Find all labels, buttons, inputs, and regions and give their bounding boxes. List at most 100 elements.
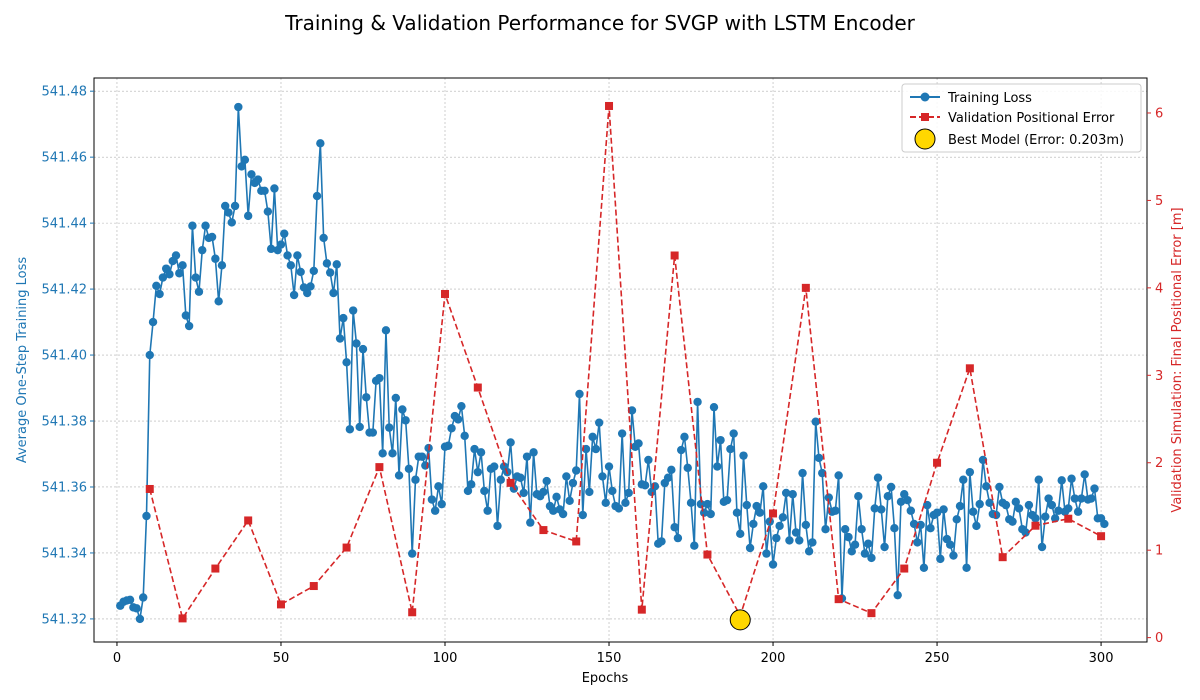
training-loss-point bbox=[463, 486, 473, 496]
training-loss-point bbox=[913, 538, 922, 547]
training-loss-point bbox=[854, 492, 863, 501]
training-loss-point bbox=[781, 488, 791, 498]
training-loss-point bbox=[1031, 514, 1040, 523]
training-loss-point bbox=[522, 452, 532, 461]
validation-error-point bbox=[309, 582, 318, 591]
training-loss-point bbox=[319, 233, 328, 243]
training-loss-point bbox=[936, 554, 945, 564]
validation-error-point bbox=[900, 564, 909, 573]
x-axis-label: Epochs bbox=[582, 671, 629, 686]
training-loss-point bbox=[624, 488, 633, 498]
validation-error-point bbox=[375, 463, 384, 472]
plot-frame bbox=[93, 77, 1148, 643]
legend-best-label: Best Model (Error: 0.203m) bbox=[948, 133, 1124, 148]
x-tick-label: 300 bbox=[1089, 651, 1114, 666]
validation-error-point bbox=[473, 383, 482, 392]
y-left-tick-label: 541.34 bbox=[42, 546, 88, 561]
training-loss-point bbox=[467, 480, 476, 489]
training-loss-point bbox=[762, 549, 771, 558]
training-loss-point bbox=[240, 155, 250, 164]
training-loss-point bbox=[470, 444, 479, 454]
training-loss-point bbox=[568, 478, 578, 488]
training-loss-point bbox=[680, 432, 689, 442]
legend-validation-marker bbox=[921, 113, 929, 121]
legend-training-label: Training Loss bbox=[947, 91, 1032, 106]
training-loss-point bbox=[995, 482, 1004, 492]
validation-error-point bbox=[637, 605, 646, 614]
training-loss-point bbox=[519, 488, 528, 498]
training-loss-point bbox=[634, 439, 643, 448]
training-loss-point bbox=[312, 191, 322, 201]
training-loss-point bbox=[1014, 504, 1024, 513]
training-loss-point bbox=[444, 441, 453, 450]
y-right-tick-label: 1 bbox=[1155, 544, 1163, 559]
training-loss-point bbox=[224, 208, 233, 217]
training-loss-point bbox=[693, 397, 702, 407]
y-left-tick-label: 541.40 bbox=[42, 349, 88, 364]
training-loss-point bbox=[676, 445, 686, 455]
training-loss-point bbox=[266, 244, 276, 254]
validation-error-line bbox=[148, 105, 1102, 621]
training-loss-point bbox=[352, 339, 361, 348]
training-loss-point bbox=[289, 290, 299, 300]
validation-error-point bbox=[998, 553, 1007, 562]
legend-item-validation: Validation Positional Error bbox=[910, 111, 1115, 126]
training-loss-point bbox=[877, 505, 886, 514]
training-loss-point bbox=[709, 402, 719, 412]
training-loss-point bbox=[745, 543, 755, 553]
training-loss-point bbox=[565, 496, 574, 506]
training-loss-point bbox=[345, 425, 355, 434]
training-loss-point bbox=[873, 473, 883, 482]
training-loss-point bbox=[795, 536, 804, 545]
training-loss-point bbox=[385, 423, 394, 432]
training-loss-point bbox=[388, 449, 397, 458]
x-tick-label: 200 bbox=[761, 651, 786, 666]
validation-error-point bbox=[244, 516, 253, 525]
training-loss-point bbox=[673, 533, 683, 543]
training-loss-point bbox=[945, 540, 955, 549]
training-loss-point bbox=[234, 102, 243, 112]
training-loss-point bbox=[214, 297, 223, 306]
validation-error-point bbox=[441, 289, 449, 298]
training-loss-point bbox=[860, 549, 870, 558]
training-loss-point bbox=[152, 281, 161, 290]
validation-error-point bbox=[769, 509, 778, 518]
training-loss-point bbox=[447, 424, 456, 433]
training-loss-point bbox=[768, 560, 778, 569]
training-loss-point bbox=[260, 186, 269, 195]
training-loss-point bbox=[175, 269, 184, 278]
training-loss-point bbox=[585, 487, 594, 497]
training-loss-point bbox=[276, 240, 286, 249]
best-model-marker bbox=[729, 609, 751, 631]
training-loss-point bbox=[1100, 519, 1109, 529]
training-loss-point bbox=[253, 175, 263, 184]
training-loss-point bbox=[703, 499, 712, 509]
training-loss-point bbox=[145, 350, 154, 360]
training-loss-point bbox=[329, 288, 338, 298]
training-loss-point bbox=[398, 405, 407, 414]
y-right-tick-label: 0 bbox=[1155, 631, 1163, 646]
y-axis-left-label: Average One-Step Training Loss bbox=[15, 257, 30, 464]
training-loss-point bbox=[588, 432, 597, 442]
chart-title: Training & Validation Performance for SV… bbox=[284, 11, 916, 35]
training-loss-point bbox=[841, 525, 850, 534]
training-loss-point bbox=[896, 497, 906, 507]
training-loss-point bbox=[542, 476, 551, 486]
training-loss-point bbox=[706, 509, 715, 519]
training-loss-point bbox=[506, 438, 515, 447]
training-loss-point bbox=[1070, 494, 1080, 503]
training-loss-point bbox=[949, 551, 958, 560]
training-loss-point bbox=[473, 467, 483, 477]
training-loss-point bbox=[483, 506, 492, 515]
training-loss-point bbox=[594, 418, 604, 427]
training-loss-point bbox=[798, 468, 807, 478]
training-loss-point bbox=[194, 287, 204, 296]
training-loss-point bbox=[283, 251, 292, 260]
training-loss-point bbox=[437, 499, 446, 509]
training-loss-point bbox=[558, 509, 568, 519]
training-loss-point bbox=[155, 289, 164, 299]
validation-error-point bbox=[408, 608, 417, 617]
training-loss-point bbox=[132, 604, 141, 613]
training-loss-point bbox=[608, 486, 617, 496]
